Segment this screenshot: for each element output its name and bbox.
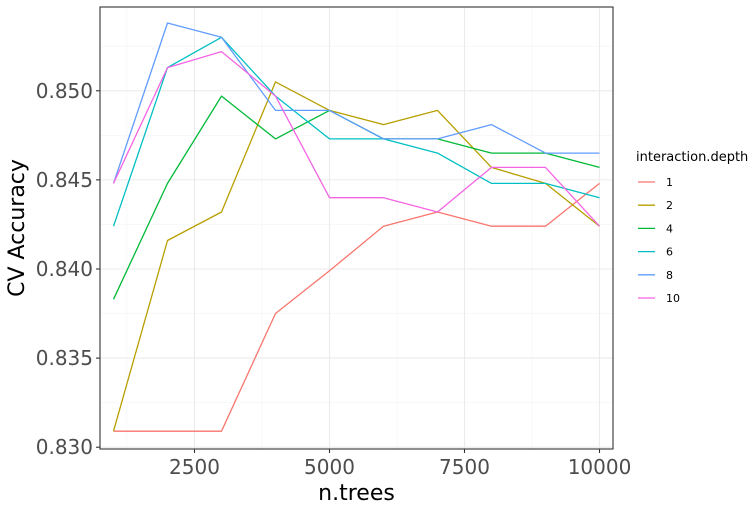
series-line-10 <box>112 50 600 227</box>
y-tick-label: 0.845 <box>36 168 93 192</box>
series-line-6 <box>112 36 600 227</box>
x-tick-label: 5000 <box>304 455 355 479</box>
y-tick-label: 0.830 <box>36 435 93 459</box>
plot-panel <box>100 7 613 449</box>
y-tick-label: 0.835 <box>36 346 93 370</box>
y-tick-label: 0.840 <box>36 257 93 281</box>
legend-label-1: 1 <box>666 176 673 189</box>
y-axis-title: CV Accuracy <box>5 159 30 297</box>
legend-title: interaction.depth <box>636 150 748 165</box>
legend-label-2: 2 <box>666 199 673 212</box>
legend-label-8: 8 <box>666 269 673 282</box>
x-axis: 2500 5000 7500 10000 <box>169 449 631 479</box>
series-line-1 <box>113 182 600 432</box>
plot-panel-border <box>99 6 614 450</box>
legend-label-6: 6 <box>666 246 673 259</box>
x-tick-label: 10000 <box>568 455 632 479</box>
legend-label-4: 4 <box>666 222 673 235</box>
series-lines <box>112 22 600 432</box>
legend-label-10: 10 <box>666 292 680 305</box>
series-line-8 <box>112 22 600 184</box>
x-tick-label: 7500 <box>439 455 490 479</box>
y-tick-label: 0.850 <box>36 79 93 103</box>
y-axis: 0.830 0.835 0.840 0.845 0.850 <box>36 79 100 459</box>
series-line-2 <box>112 81 600 432</box>
x-axis-title: n.trees <box>318 481 395 506</box>
grid-lines <box>100 7 613 449</box>
legend: interaction.depth 1 2 4 6 8 10 <box>636 150 748 305</box>
x-tick-label: 2500 <box>169 455 220 479</box>
